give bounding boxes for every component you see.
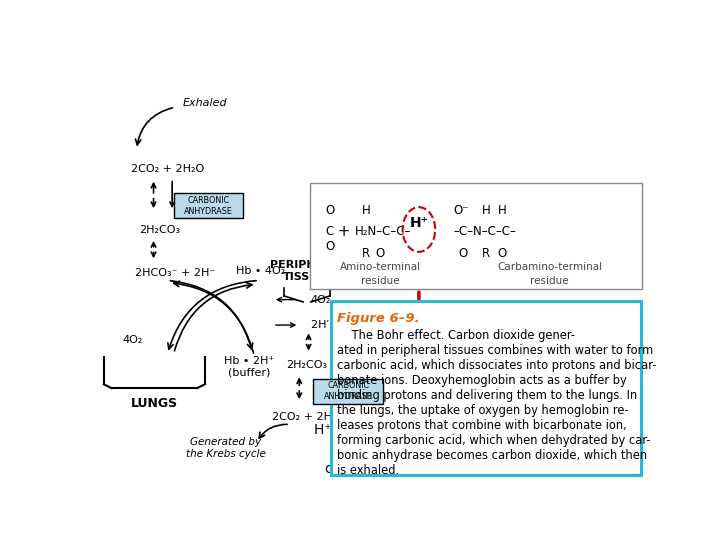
Text: is exhaled.: is exhaled. bbox=[337, 464, 400, 477]
Text: O⁻: O⁻ bbox=[454, 204, 469, 217]
Text: H: H bbox=[498, 204, 506, 217]
Text: Hb • 2H⁺: Hb • 2H⁺ bbox=[224, 356, 274, 366]
Text: (buffer): (buffer) bbox=[228, 368, 270, 378]
Text: –C–N–C–C–: –C–N–C–C– bbox=[454, 225, 517, 238]
Text: O: O bbox=[325, 204, 334, 217]
Bar bbox=[331, 301, 641, 475]
Text: bonic anhydrase becomes carbon dioxide, which then: bonic anhydrase becomes carbon dioxide, … bbox=[337, 449, 647, 462]
Text: 2HCO₃⁻ + 2H⁻: 2HCO₃⁻ + 2H⁻ bbox=[135, 268, 215, 278]
Text: Carbamino-terminal
residue: Carbamino-terminal residue bbox=[497, 262, 602, 286]
Text: H₂N–C–C–: H₂N–C–C– bbox=[354, 225, 411, 238]
Text: O: O bbox=[498, 247, 506, 260]
Bar bbox=[313, 379, 383, 403]
Text: LUNGS: LUNGS bbox=[131, 397, 178, 410]
Text: Amino-terminal
residue: Amino-terminal residue bbox=[340, 262, 420, 286]
Text: C: C bbox=[325, 225, 334, 238]
Text: O: O bbox=[325, 240, 334, 253]
Bar bbox=[174, 193, 243, 218]
Text: The Bohr effect. Carbon dioxide gener-: The Bohr effect. Carbon dioxide gener- bbox=[337, 329, 575, 342]
Text: 2CO₂ + 2H₂O: 2CO₂ + 2H₂O bbox=[131, 164, 204, 174]
Text: 4O₂: 4O₂ bbox=[311, 295, 331, 305]
Text: Figure 6–9.: Figure 6–9. bbox=[337, 312, 420, 325]
Text: H⁺ produced in the reaction of
carbamino-Hb formation
contributes to  Bohr effec: H⁺ produced in the reaction of carbamino… bbox=[313, 423, 524, 476]
Text: binding protons and delivering them to the lungs. In: binding protons and delivering them to t… bbox=[337, 389, 637, 402]
Text: +: + bbox=[338, 224, 350, 239]
Text: bonate ions. Deoxyhemoglobin acts as a buffer by: bonate ions. Deoxyhemoglobin acts as a b… bbox=[337, 374, 627, 387]
Text: H: H bbox=[482, 204, 491, 217]
Bar bbox=[310, 183, 642, 289]
Text: 2H₂CO₃: 2H₂CO₃ bbox=[287, 360, 328, 370]
Text: Exhaled: Exhaled bbox=[183, 98, 228, 109]
Text: H: H bbox=[362, 204, 371, 217]
Text: Generated by
the Krebs cycle: Generated by the Krebs cycle bbox=[186, 437, 266, 460]
Text: 2CO₂ + 2H₂O: 2CO₂ + 2H₂O bbox=[272, 413, 345, 422]
Text: PERIPHERAL
TISSUES: PERIPHERAL TISSUES bbox=[270, 260, 347, 282]
Text: the lungs, the uptake of oxygen by hemoglobin re-: the lungs, the uptake of oxygen by hemog… bbox=[337, 404, 629, 417]
Text: Hb • 4O₂: Hb • 4O₂ bbox=[236, 266, 285, 276]
Text: leases protons that combine with bicarbonate ion,: leases protons that combine with bicarbo… bbox=[337, 419, 627, 432]
Text: R: R bbox=[362, 247, 370, 260]
Text: CARBONIC
ANHYDRASE: CARBONIC ANHYDRASE bbox=[323, 381, 372, 401]
Text: forming carbonic acid, which when dehydrated by car-: forming carbonic acid, which when dehydr… bbox=[337, 434, 651, 447]
Text: H⁺: H⁺ bbox=[410, 217, 428, 231]
Text: 2H₂CO₃: 2H₂CO₃ bbox=[139, 225, 180, 235]
Text: carbonic acid, which dissociates into protons and bicar-: carbonic acid, which dissociates into pr… bbox=[337, 359, 657, 372]
Text: CARBONIC
ANHYDRASE: CARBONIC ANHYDRASE bbox=[184, 195, 233, 216]
Text: 4O₂: 4O₂ bbox=[122, 335, 143, 346]
Text: ated in peripheral tissues combines with water to form: ated in peripheral tissues combines with… bbox=[337, 343, 654, 357]
Text: O: O bbox=[459, 247, 468, 260]
Text: 2H′ + 2HCO₃⁻: 2H′ + 2HCO₃⁻ bbox=[311, 320, 388, 330]
Text: O: O bbox=[376, 247, 384, 260]
Text: R: R bbox=[482, 247, 490, 260]
